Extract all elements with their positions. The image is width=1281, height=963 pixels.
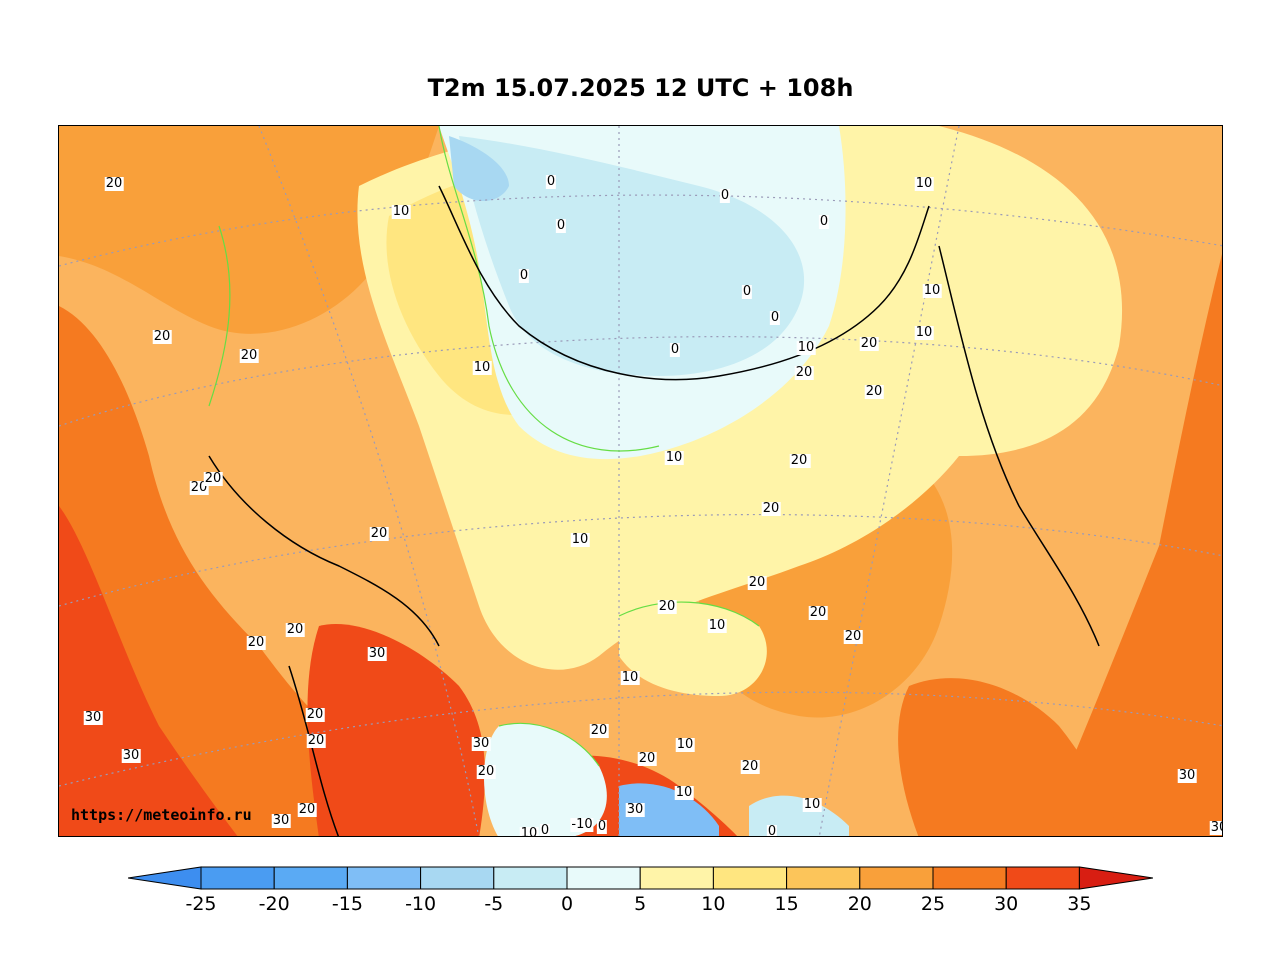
contour-label: 10: [707, 618, 727, 633]
contour-label: 10: [570, 532, 590, 547]
contour-label: 30: [1209, 821, 1222, 835]
colorbar-tick-label: 25: [921, 893, 945, 915]
colorbar-tick-label: -15: [332, 893, 363, 915]
colorbar-segment: [420, 866, 495, 890]
colorbar-segment: [859, 866, 934, 890]
contour-label: 10: [472, 360, 492, 375]
contour-label: 20: [104, 176, 124, 191]
contour-label: 20: [369, 526, 389, 541]
contour-label: 20: [843, 629, 863, 644]
contour-label: 30: [367, 646, 387, 661]
contour-label: 0: [518, 268, 530, 283]
contour-label: 20: [306, 733, 326, 748]
colorbar-tick-label: 0: [561, 893, 573, 915]
contour-label: 30: [471, 736, 491, 751]
colorbar-graphic: -25 -20 -15 -10 -5 0 5 10 15 20 25 30 35: [127, 866, 1154, 915]
colorbar-segment: [273, 866, 348, 890]
contour-label: 20: [859, 336, 879, 351]
colorbar-segment: [493, 866, 568, 890]
colorbar-tick-label: 15: [775, 893, 799, 915]
contour-label: 10: [620, 670, 640, 685]
contour-label: 0: [545, 174, 557, 189]
contour-label: 20: [789, 453, 809, 468]
contour-label: 10: [675, 737, 695, 752]
contour-label: 0: [596, 819, 608, 834]
contour-label: 20: [476, 764, 496, 779]
colorbar-tick-label: -5: [484, 893, 503, 915]
colorbar-segment: [200, 866, 275, 890]
colorbar-segment: [566, 866, 641, 890]
contour-label: 20: [808, 605, 828, 620]
contour-label: 20: [589, 723, 609, 738]
colorbar-tick-label: -10: [405, 893, 436, 915]
colorbar-segment: [1005, 866, 1080, 890]
contour-label: 30: [83, 710, 103, 725]
colorbar-tick-label: -25: [185, 893, 216, 915]
contour-label: 10: [674, 785, 694, 800]
temperature-map: 2010000000010101020020201010202020102020…: [58, 125, 1223, 837]
contour-label: 20: [657, 599, 677, 614]
contour-label: 20: [637, 751, 657, 766]
contour-label: 10: [519, 827, 539, 836]
contour-label: 10: [391, 204, 411, 219]
contour-label: 0: [769, 310, 781, 325]
contour-label: 10: [914, 176, 934, 191]
contour-label: 20: [285, 622, 305, 637]
contour-label: 0: [539, 823, 551, 837]
colorbar-tick-label: 5: [634, 893, 646, 915]
contour-label: 20: [239, 348, 259, 363]
colorbar-tick-label: 35: [1067, 893, 1091, 915]
contour-label: 20: [203, 471, 223, 486]
chart-title: T2m 15.07.2025 12 UTC + 108h: [427, 74, 854, 102]
contour-label: 10: [914, 325, 934, 340]
contour-label: 0: [818, 214, 830, 229]
contour-label: 0: [669, 342, 681, 357]
temperature-field: [59, 126, 1222, 836]
colorbar-segment: [932, 866, 1007, 890]
colorbar-tick-label: -20: [259, 893, 290, 915]
contour-label: 20: [747, 575, 767, 590]
contour-label: 20: [189, 480, 209, 495]
contour-label: 20: [297, 802, 317, 817]
colorbar-segment: [712, 866, 788, 890]
contour-label: 20: [305, 707, 325, 722]
contour-label: 10: [802, 797, 822, 812]
contour-label: 30: [1177, 768, 1197, 783]
colorbar-high-arrow: [1078, 866, 1154, 890]
contour-label: 20: [740, 759, 760, 774]
watermark-text: https://meteoinfo.ru: [71, 806, 252, 824]
contour-label: 10: [922, 283, 942, 298]
contour-label: 0: [555, 218, 567, 233]
contour-label: 0: [766, 824, 778, 837]
colorbar-low-arrow: [127, 866, 202, 890]
contour-label: 20: [794, 365, 814, 380]
colorbar-segment: [346, 866, 422, 890]
colorbar-segment: [639, 866, 714, 890]
colorbar-tick-label: 10: [701, 893, 725, 915]
colorbar-segment: [786, 866, 861, 890]
contour-label: 20: [152, 329, 172, 344]
contour-label: 0: [719, 188, 731, 203]
contour-label: 10: [664, 450, 684, 465]
contour-label: 30: [121, 748, 141, 763]
contour-label: 20: [246, 635, 266, 650]
contour-label: 30: [625, 802, 645, 817]
contour-label: 10: [796, 340, 816, 355]
colorbar-tick-label: 30: [994, 893, 1018, 915]
contour-label: 20: [761, 501, 781, 516]
contour-label: 30: [271, 813, 291, 828]
contour-label: 0: [741, 284, 753, 299]
contour-label: 20: [864, 384, 884, 399]
colorbar-tick-label: 20: [848, 893, 872, 915]
contour-label: -10: [570, 817, 594, 832]
colorbar: -25 -20 -15 -10 -5 0 5 10 15 20 25 30 35: [127, 865, 1154, 915]
